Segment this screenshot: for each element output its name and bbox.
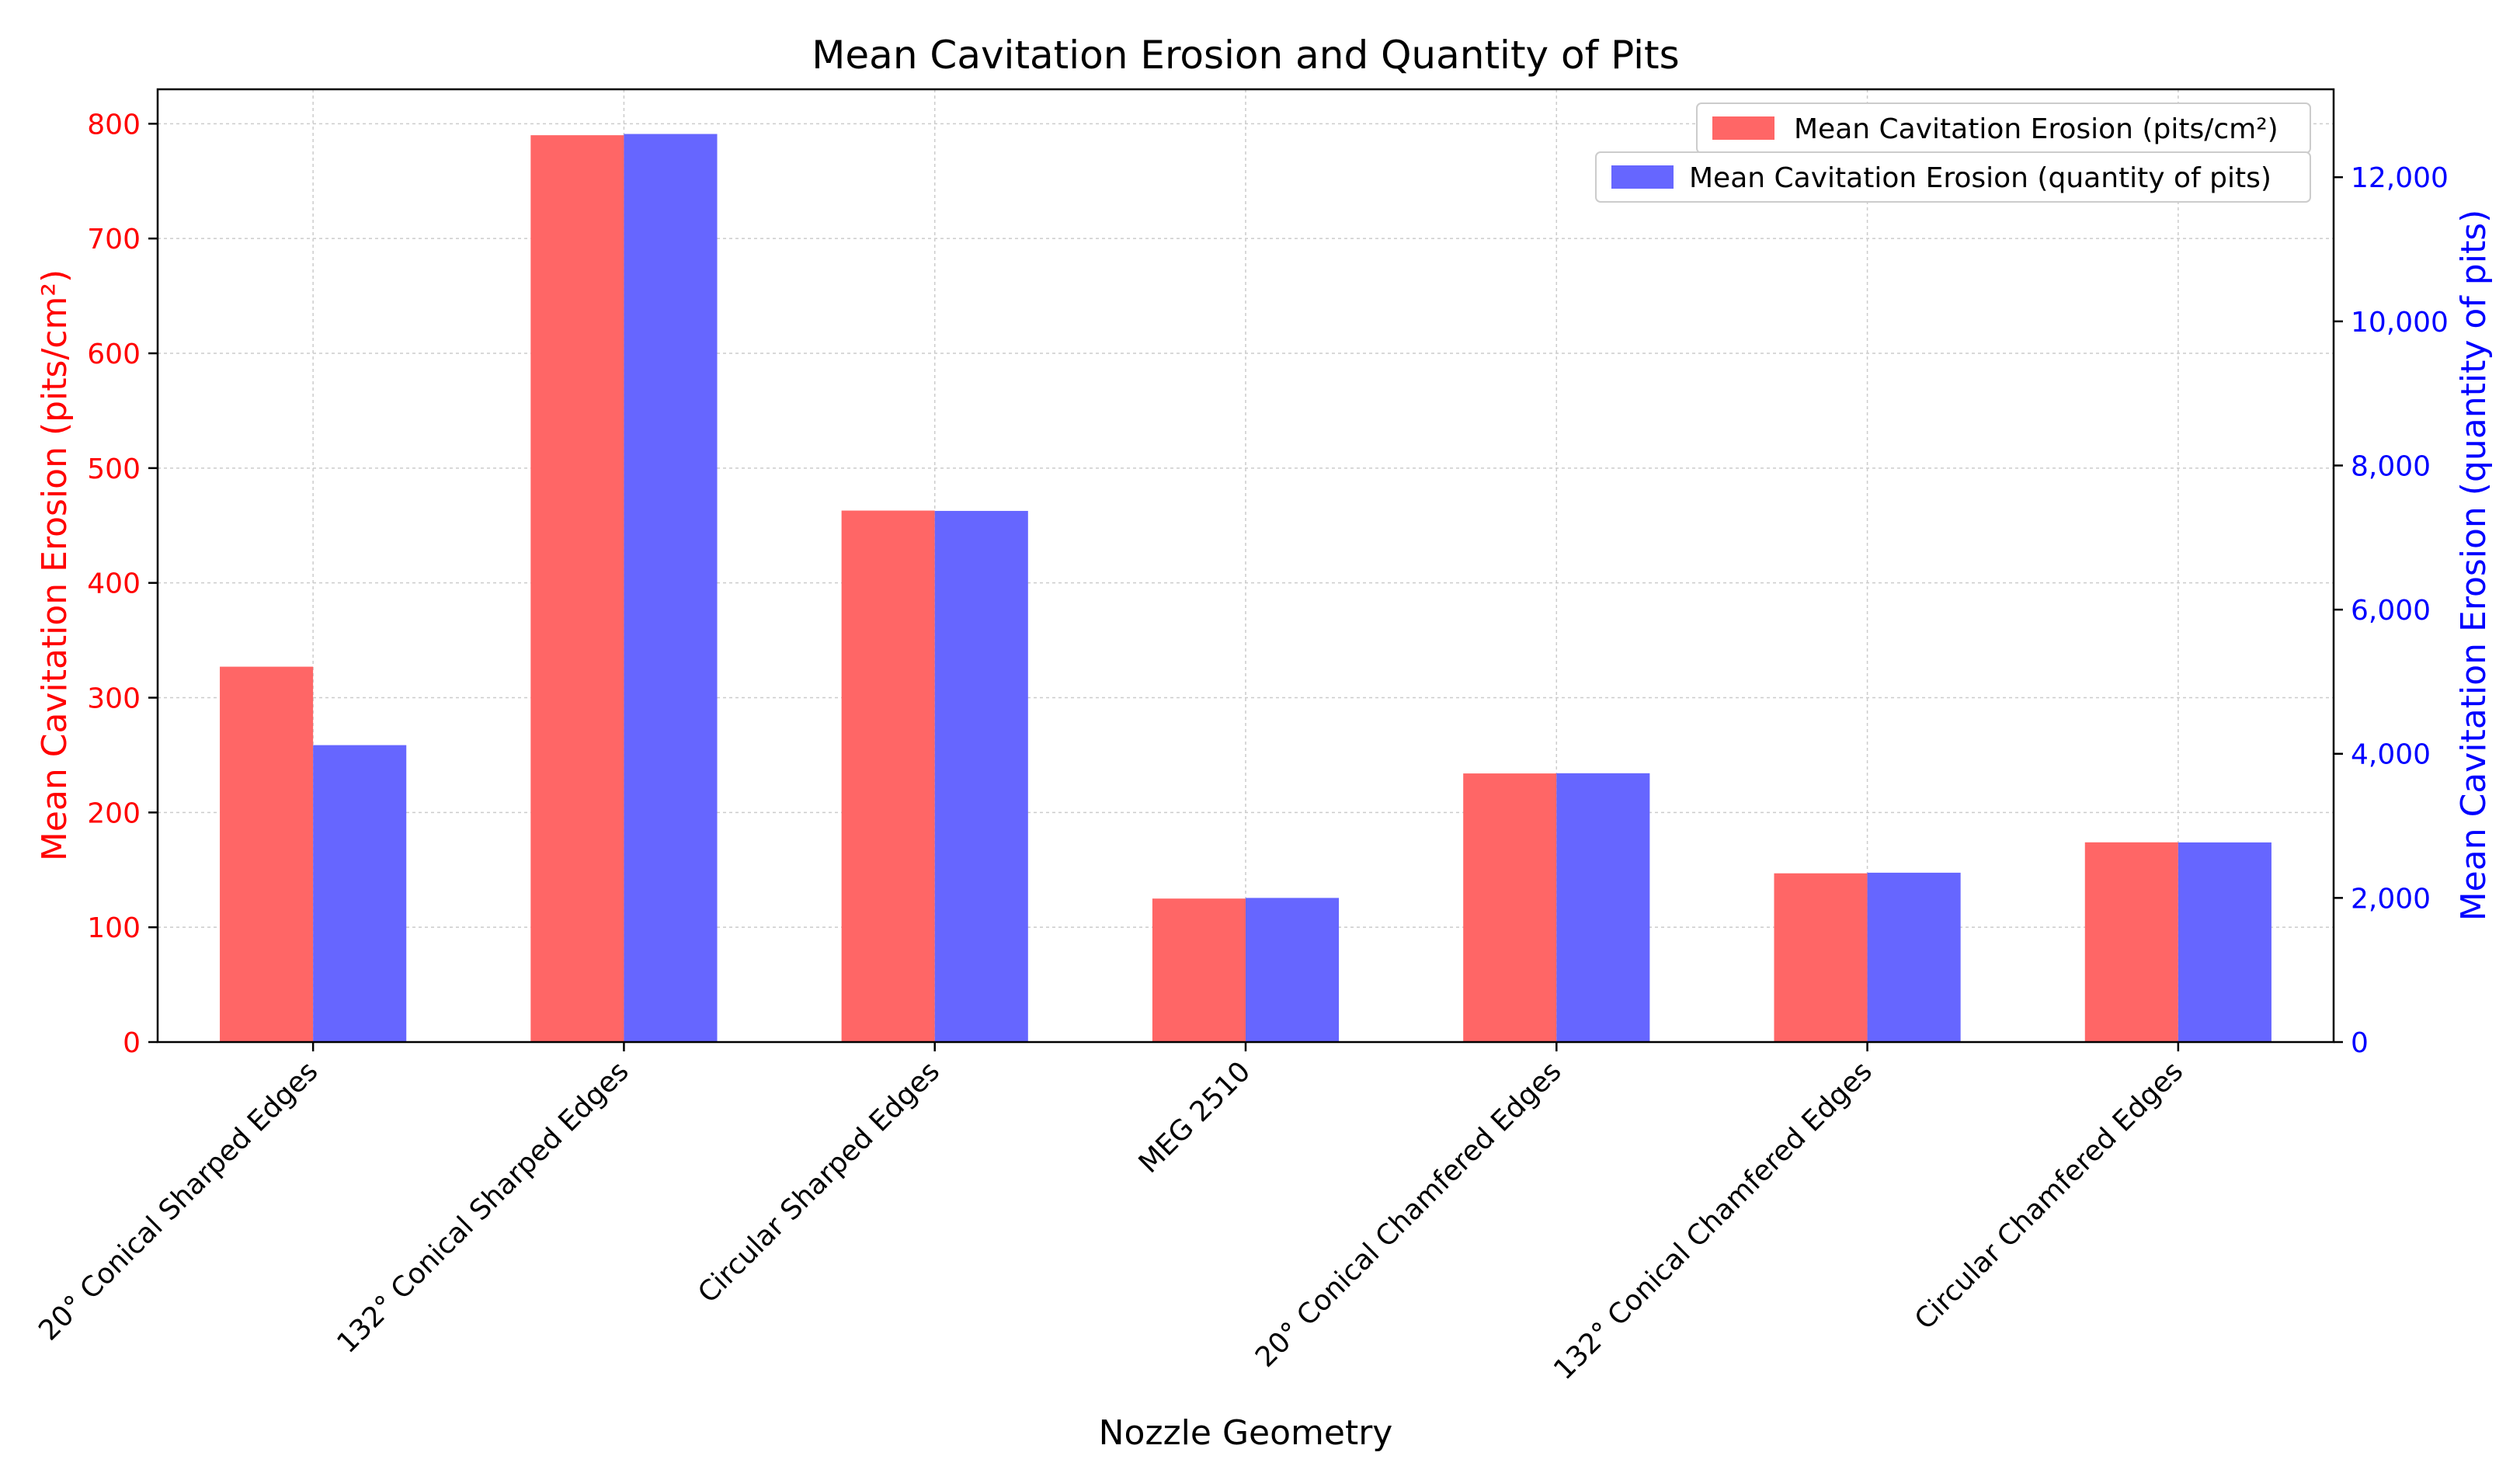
bar-quantity-of-pits	[2178, 842, 2271, 1042]
chart-title: Mean Cavitation Erosion and Quantity of …	[812, 33, 1679, 78]
legend-frame-2	[1595, 151, 2311, 203]
left-tick-label: 300	[87, 683, 141, 715]
right-tick-label: 6,000	[2351, 595, 2431, 627]
right-axis-title: Mean Cavitation Erosion (quantity of pit…	[2454, 210, 2494, 922]
legend-swatch-quantity-of-pits	[1611, 165, 1674, 189]
bar-quantity-of-pits	[1556, 773, 1650, 1042]
left-axis-title: Mean Cavitation Erosion (pits/cm²)	[35, 269, 75, 861]
legend-label-pits-per-cm2: Mean Cavitation Erosion (pits/cm²)	[1794, 113, 2278, 145]
left-tick-label: 800	[87, 109, 141, 141]
left-tick-label: 200	[87, 797, 141, 829]
right-tick-label: 0	[2351, 1027, 2369, 1059]
bar-pits-per-cm2	[1463, 773, 1557, 1042]
bar-pits-per-cm2	[2084, 842, 2178, 1042]
right-tick-label: 2,000	[2351, 883, 2431, 915]
bar-quantity-of-pits	[1867, 872, 1961, 1042]
bar-pits-per-cm2	[1774, 873, 1868, 1042]
bar-quantity-of-pits	[624, 134, 718, 1042]
legend: Mean Cavitation Erosion (pits/cm²) Mean …	[1595, 102, 2311, 203]
left-tick-label: 0	[123, 1027, 141, 1059]
bars	[220, 134, 2271, 1042]
right-tick-label: 8,000	[2351, 450, 2431, 482]
right-tick-label: 12,000	[2351, 162, 2449, 194]
left-tick-label: 700	[87, 224, 141, 255]
left-tick-label: 500	[87, 453, 141, 485]
bar-pits-per-cm2	[530, 135, 624, 1042]
legend-swatch-pits-per-cm2	[1712, 116, 1774, 140]
bar-pits-per-cm2	[841, 510, 935, 1042]
right-axis: 0 2,000 4,000 6,000 8,000 10,000 12,000	[2334, 162, 2449, 1059]
right-tick-label: 10,000	[2351, 307, 2449, 339]
left-tick-label: 400	[87, 568, 141, 600]
bar-quantity-of-pits	[313, 745, 407, 1042]
left-tick-label: 100	[87, 912, 141, 944]
bar-quantity-of-pits	[934, 510, 1028, 1042]
bar-pits-per-cm2	[1152, 898, 1246, 1042]
bar-quantity-of-pits	[1246, 898, 1340, 1042]
x-axis-title: Nozzle Geometry	[1099, 1413, 1393, 1453]
left-tick-label: 600	[87, 339, 141, 370]
left-axis: 0 100 200 300 400 500 600 700 800	[87, 109, 158, 1059]
legend-label-quantity-of-pits: Mean Cavitation Erosion (quantity of pit…	[1689, 162, 2271, 194]
bar-pits-per-cm2	[220, 666, 314, 1042]
right-tick-label: 4,000	[2351, 739, 2431, 771]
